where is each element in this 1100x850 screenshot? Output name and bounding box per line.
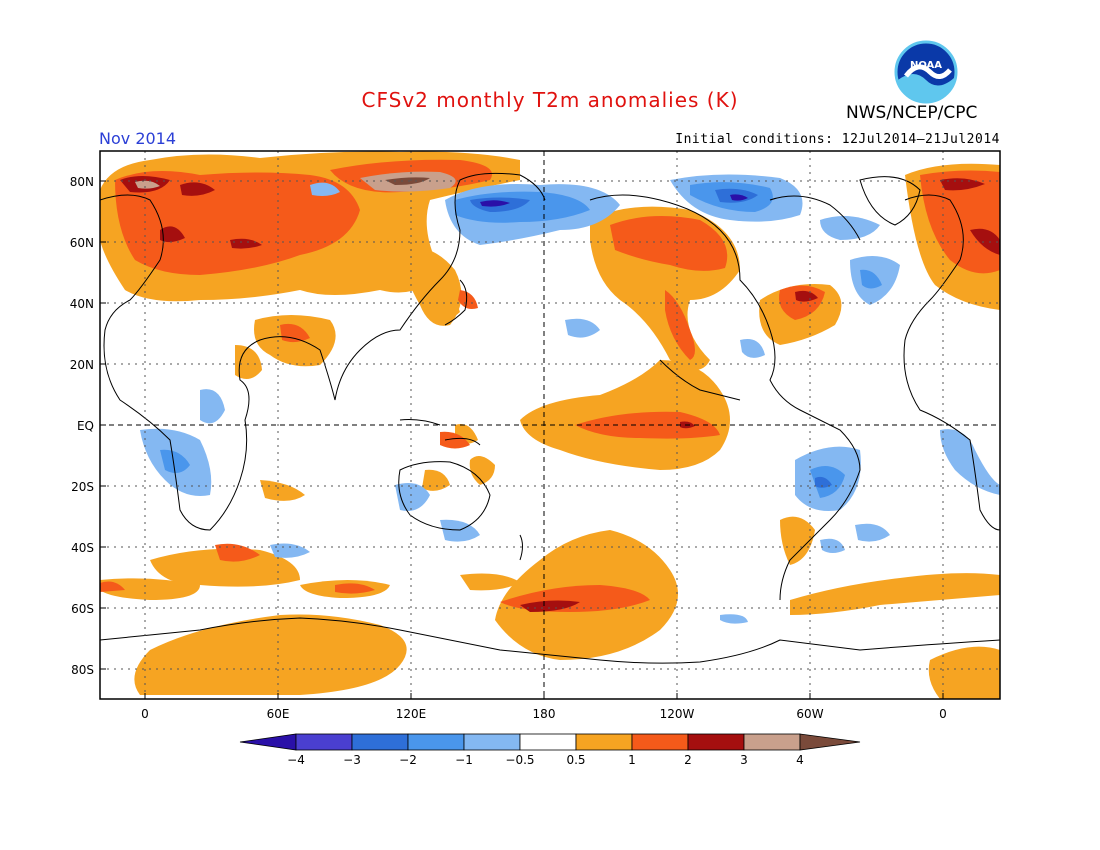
logo-text: NOAA bbox=[910, 60, 942, 71]
agency-label: NWS/NCEP/CPC bbox=[846, 103, 978, 123]
colorbar-ticks: −4 −3 −2 −1 −0.5 0.5 1 2 3 4 bbox=[287, 753, 804, 767]
colorbar-cell bbox=[575, 733, 633, 751]
colorbar-tick-label: −1 bbox=[455, 753, 473, 767]
lon-axis: 0 60E 120E 180 120W 60W 0 bbox=[141, 707, 947, 721]
anomaly-field bbox=[100, 151, 1000, 699]
colorbar-tick-label: −3 bbox=[343, 753, 361, 767]
colorbar-cell bbox=[295, 733, 353, 751]
colorbar-cell bbox=[519, 733, 577, 751]
lat-label: 80S bbox=[71, 663, 94, 677]
valid-month-label: Nov 2014 bbox=[99, 129, 177, 148]
colorbar-tick-label: −0.5 bbox=[505, 753, 534, 767]
colorbar-cell bbox=[407, 733, 465, 751]
lon-label: 60E bbox=[267, 707, 290, 721]
lat-label: EQ bbox=[77, 419, 94, 433]
lon-label: 60W bbox=[796, 707, 823, 721]
chart-title: CFSv2 monthly T2m anomalies (K) bbox=[361, 88, 739, 112]
colorbar-cell bbox=[351, 733, 409, 751]
colorbar-tick-label: −2 bbox=[399, 753, 417, 767]
lat-label: 40S bbox=[71, 541, 94, 555]
colorbar-cell bbox=[239, 733, 297, 751]
colorbar bbox=[239, 733, 861, 751]
colorbar-tick-label: 4 bbox=[796, 753, 804, 767]
colorbar-tick-label: 2 bbox=[684, 753, 692, 767]
colorbar-cell bbox=[687, 733, 745, 751]
colorbar-tick-label: 3 bbox=[740, 753, 748, 767]
lon-label: 0 bbox=[141, 707, 149, 721]
colorbar-tick-label: −4 bbox=[287, 753, 305, 767]
colorbar-tick-label: 0.5 bbox=[566, 753, 585, 767]
colorbar-cell bbox=[463, 733, 521, 751]
noaa-logo: NOAA bbox=[894, 40, 958, 104]
initial-conditions-label: Initial conditions: 12Jul2014–21Jul2014 bbox=[675, 132, 1000, 147]
lat-label: 20S bbox=[71, 480, 94, 494]
lon-label: 120E bbox=[396, 707, 427, 721]
lat-label: 60S bbox=[71, 602, 94, 616]
lat-label: 20N bbox=[70, 358, 94, 372]
colorbar-tick-label: 1 bbox=[628, 753, 636, 767]
colorbar-cell bbox=[799, 733, 861, 751]
lon-label: 0 bbox=[939, 707, 947, 721]
lat-label: 40N bbox=[70, 297, 94, 311]
colorbar-cell bbox=[743, 733, 801, 751]
lon-label: 120W bbox=[660, 707, 695, 721]
lat-label: 80N bbox=[70, 175, 94, 189]
lon-label: 180 bbox=[533, 707, 556, 721]
lat-label: 60N bbox=[70, 236, 94, 250]
lat-axis: 80N 60N 40N 20N EQ 20S 40S 60S 80S bbox=[70, 175, 94, 677]
colorbar-cell bbox=[631, 733, 689, 751]
